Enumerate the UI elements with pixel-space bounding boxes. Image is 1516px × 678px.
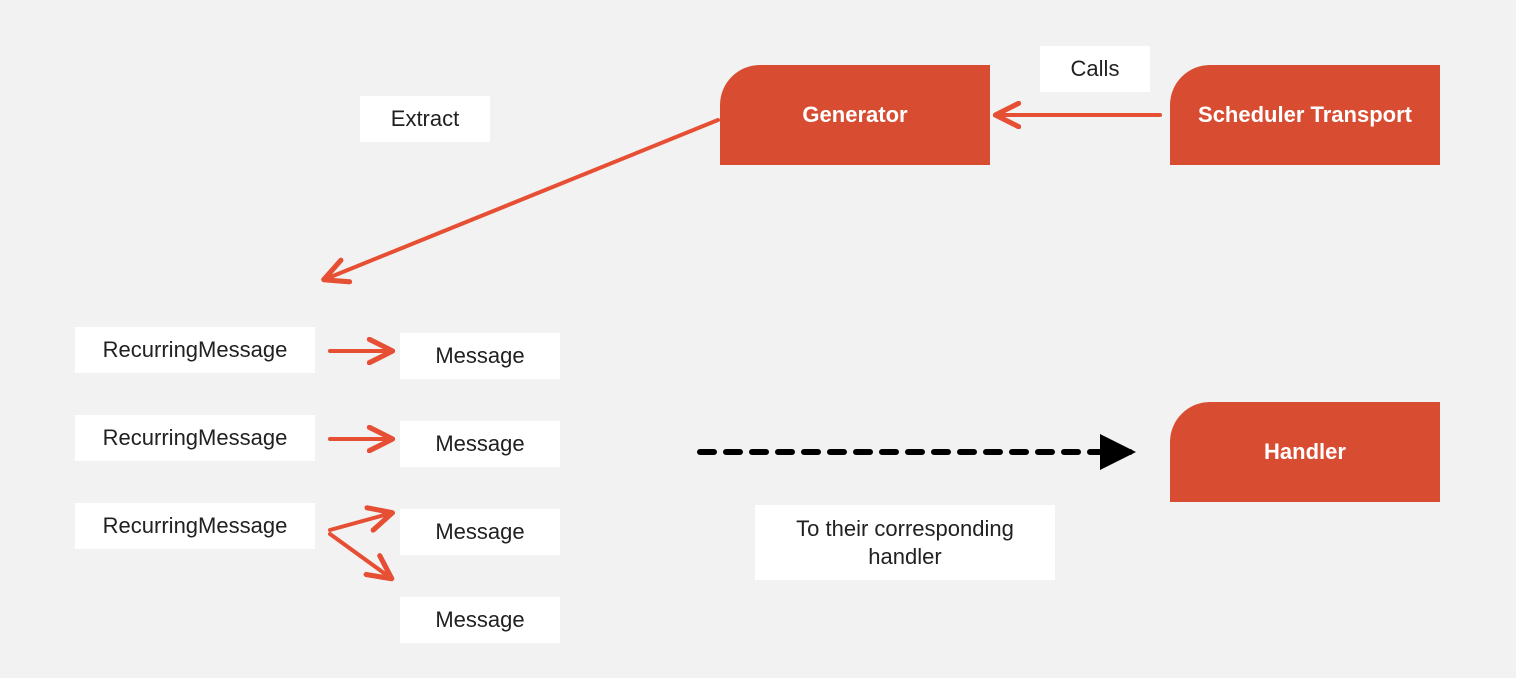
label-extract-text: Extract	[391, 106, 459, 132]
message-text: Message	[435, 519, 524, 545]
recurring-message-box: RecurringMessage	[75, 415, 315, 461]
message-box: Message	[400, 509, 560, 555]
diagram-stage: Scheduler Transport Generator Handler Ca…	[0, 0, 1516, 678]
recurring-message-text: RecurringMessage	[103, 513, 288, 539]
node-scheduler-transport: Scheduler Transport	[1170, 65, 1440, 165]
message-text: Message	[435, 431, 524, 457]
node-generator: Generator	[720, 65, 990, 165]
label-handler-note: To their corresponding handler	[755, 505, 1055, 580]
message-box: Message	[400, 333, 560, 379]
label-handler-note-text: To their corresponding handler	[796, 515, 1014, 570]
label-calls: Calls	[1040, 46, 1150, 92]
node-handler-label: Handler	[1264, 439, 1346, 465]
node-generator-label: Generator	[802, 102, 907, 128]
message-text: Message	[435, 607, 524, 633]
recurring-message-text: RecurringMessage	[103, 337, 288, 363]
node-handler: Handler	[1170, 402, 1440, 502]
label-extract: Extract	[360, 96, 490, 142]
node-scheduler-label: Scheduler Transport	[1198, 102, 1412, 128]
message-box: Message	[400, 597, 560, 643]
message-box: Message	[400, 421, 560, 467]
recurring-message-box: RecurringMessage	[75, 503, 315, 549]
message-text: Message	[435, 343, 524, 369]
label-calls-text: Calls	[1071, 56, 1120, 82]
recurring-message-text: RecurringMessage	[103, 425, 288, 451]
recurring-message-box: RecurringMessage	[75, 327, 315, 373]
